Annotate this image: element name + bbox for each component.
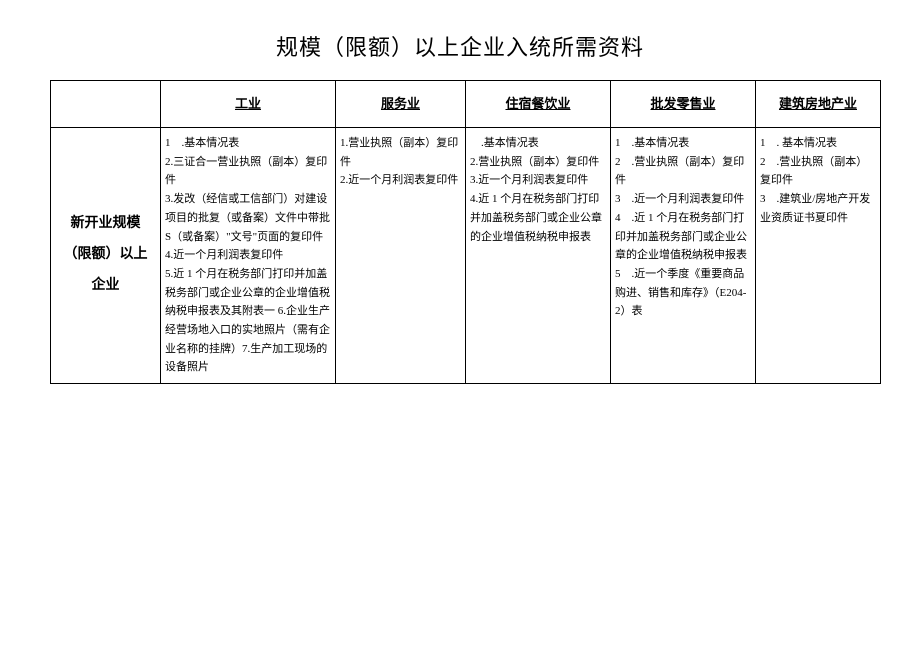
- header-wholesale: 批发零售业: [611, 81, 756, 128]
- row-header-new: 新开业规模（限额）以上企业: [51, 128, 161, 384]
- header-industry: 工业: [161, 81, 336, 128]
- header-service: 服务业: [336, 81, 466, 128]
- cell-service: 1.营业执照（副本）复印件2.近一个月利润表复印件: [336, 128, 466, 384]
- cell-lodging: .基本情况表2.营业执照（副本）复印件3.近一个月利润表复印件4.近 1 个月在…: [466, 128, 611, 384]
- requirements-table: 工业 服务业 住宿餐饮业 批发零售业 建筑房地产业 新开业规模（限额）以上企业 …: [50, 80, 881, 384]
- header-blank: [51, 81, 161, 128]
- page-title: 规模（限额）以上企业入统所需资料: [50, 30, 870, 62]
- header-lodging: 住宿餐饮业: [466, 81, 611, 128]
- cell-wholesale: 1 .基本情况表2 .营业执照（副本）复印件3 .近一个月利润表复印件4 .近 …: [611, 128, 756, 384]
- table-row: 新开业规模（限额）以上企业 1 .基本情况表2.三证合一营业执照（副本）复印件3…: [51, 128, 881, 384]
- cell-industry: 1 .基本情况表2.三证合一营业执照（副本）复印件3.发改（经信或工信部门）对建…: [161, 128, 336, 384]
- table-header-row: 工业 服务业 住宿餐饮业 批发零售业 建筑房地产业: [51, 81, 881, 128]
- cell-construction: 1 . 基本情况表2 .营业执照（副本）复印件3 .建筑业/房地产开发业资质证书…: [756, 128, 881, 384]
- header-construction: 建筑房地产业: [756, 81, 881, 128]
